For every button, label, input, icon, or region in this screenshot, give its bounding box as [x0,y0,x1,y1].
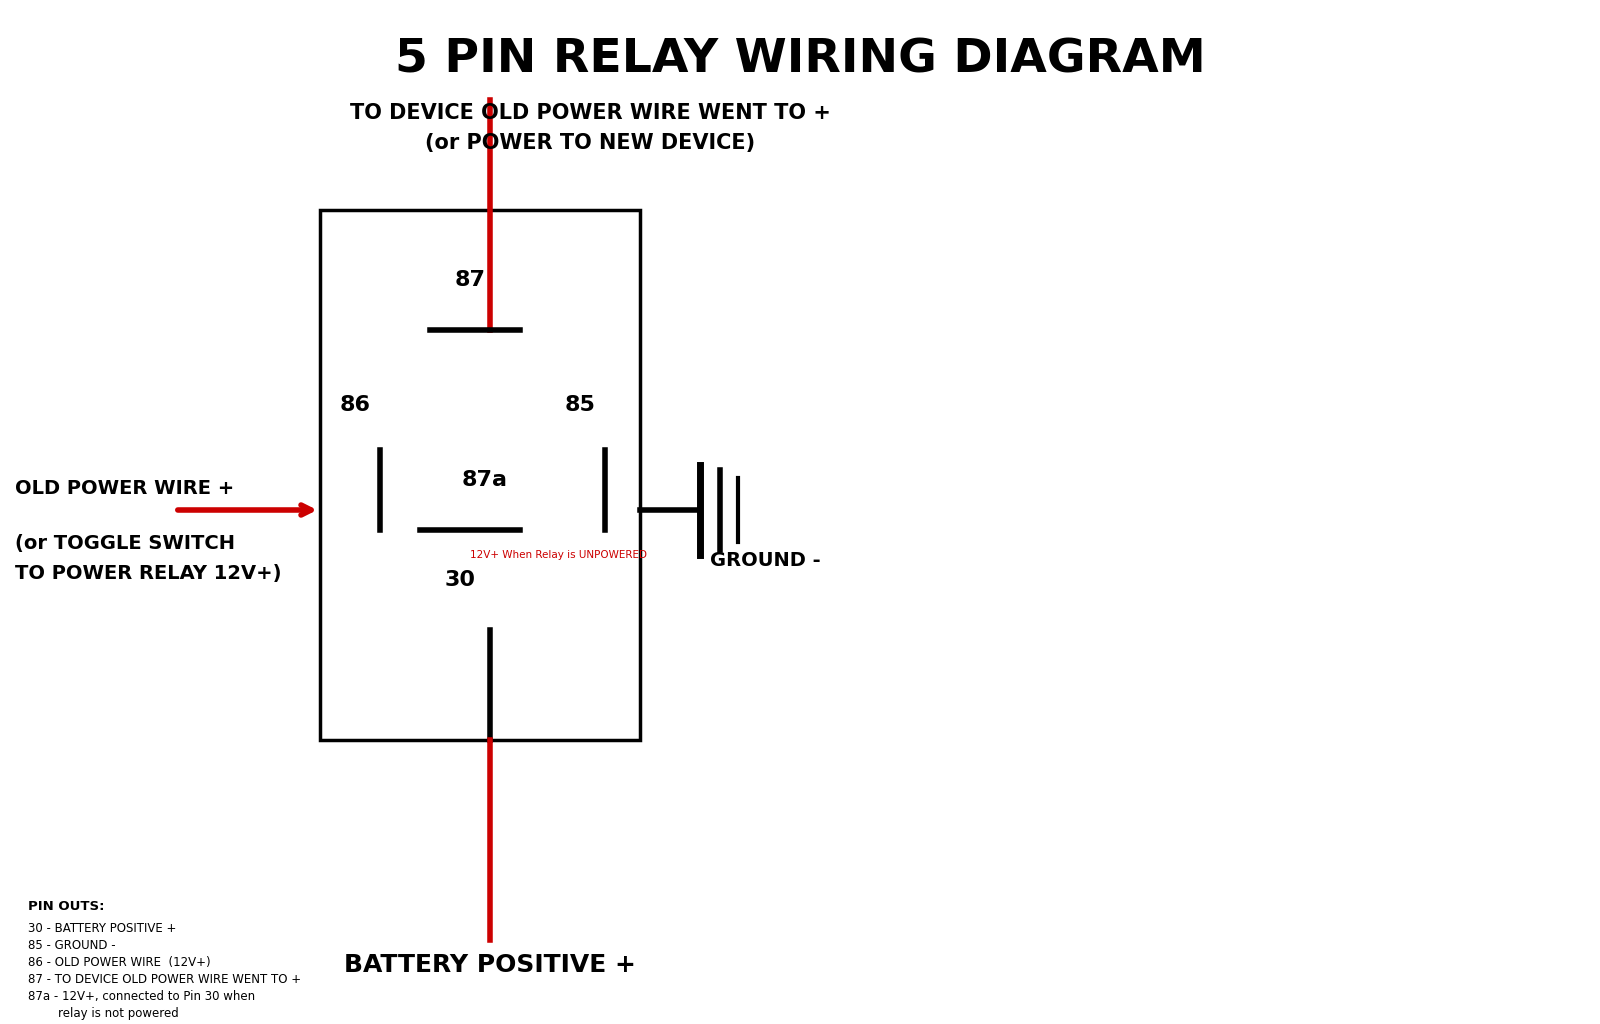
Text: 30: 30 [445,570,475,590]
Text: BATTERY POSITIVE +: BATTERY POSITIVE + [344,953,635,977]
Text: OLD POWER WIRE +: OLD POWER WIRE + [14,478,234,498]
Text: 85: 85 [565,395,595,415]
Text: TO POWER RELAY 12V+): TO POWER RELAY 12V+) [14,563,282,583]
Text: (or POWER TO NEW DEVICE): (or POWER TO NEW DEVICE) [426,133,755,153]
Text: TO DEVICE OLD POWER WIRE WENT TO +: TO DEVICE OLD POWER WIRE WENT TO + [349,103,830,123]
Text: (or TOGGLE SWITCH: (or TOGGLE SWITCH [14,534,235,553]
Text: PIN OUTS:: PIN OUTS: [29,900,104,913]
Text: 86: 86 [339,395,371,415]
Text: 12V+ When Relay is UNPOWERED: 12V+ When Relay is UNPOWERED [470,550,646,560]
Text: 85 - GROUND -: 85 - GROUND - [29,939,115,952]
Text: 87 - TO DEVICE OLD POWER WIRE WENT TO +: 87 - TO DEVICE OLD POWER WIRE WENT TO + [29,973,301,986]
Text: 87: 87 [454,270,485,290]
Bar [320,210,640,740]
Text: GROUND -: GROUND - [710,551,821,569]
Text: 86 - OLD POWER WIRE  (12V+): 86 - OLD POWER WIRE (12V+) [29,956,211,969]
Text: 87a: 87a [462,470,509,490]
Text: 5 PIN RELAY WIRING DIAGRAM: 5 PIN RELAY WIRING DIAGRAM [395,38,1205,83]
Text: 87a - 12V+, connected to Pin 30 when: 87a - 12V+, connected to Pin 30 when [29,990,254,1002]
Text: relay is not powered: relay is not powered [29,1007,179,1020]
Text: 30 - BATTERY POSITIVE +: 30 - BATTERY POSITIVE + [29,922,176,935]
